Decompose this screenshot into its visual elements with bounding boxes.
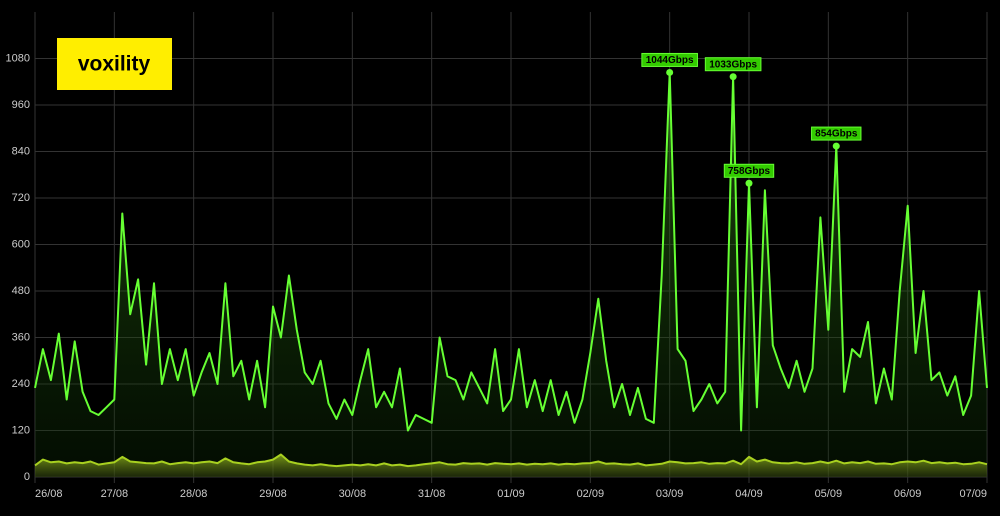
annotation: 1044Gbps xyxy=(646,55,694,66)
annotation: 758Gbps xyxy=(728,166,771,177)
annotation: 1033Gbps xyxy=(709,59,757,70)
x-tick-label: 07/09 xyxy=(959,488,987,500)
y-tick-label: 360 xyxy=(12,331,30,343)
peak-marker xyxy=(729,73,737,81)
plot: 0 120 240 360 480 600 720 840 960 1080 26/08 27/08 2… xyxy=(6,12,988,500)
logo: voxility xyxy=(78,53,151,76)
x-tick-label: 01/09 xyxy=(497,488,525,500)
y-tick-label: 120 xyxy=(12,424,30,436)
peak-marker xyxy=(832,142,840,150)
y-tick-label: 240 xyxy=(12,378,30,390)
line xyxy=(34,71,988,432)
x-tick-label: 27/08 xyxy=(101,488,129,500)
y-tick-label: 960 xyxy=(12,99,30,111)
x-tick-label: 26/08 xyxy=(35,488,63,500)
x-tick-label: 31/08 xyxy=(418,488,446,500)
y-tick-label: 720 xyxy=(12,192,30,204)
y-tick-label: 0 xyxy=(24,471,30,483)
x-tick-label: 04/09 xyxy=(735,488,763,500)
x-tick-label: 29/08 xyxy=(259,488,287,500)
area xyxy=(35,72,987,478)
y-tick-label: 480 xyxy=(12,285,30,297)
annotation: 854Gbps xyxy=(815,129,858,140)
x-tick-label: 03/09 xyxy=(656,488,684,500)
annotation-box xyxy=(811,126,862,141)
annotation-box xyxy=(704,57,762,72)
x-tick-label: 02/09 xyxy=(577,488,605,500)
x-tick-label: 06/09 xyxy=(894,488,922,500)
y-tick-label: 840 xyxy=(12,145,30,157)
x-tick-label: 30/08 xyxy=(339,488,367,500)
x-tick-label: 28/08 xyxy=(180,488,208,500)
y-tick-label: 1080 xyxy=(6,52,30,64)
peak-marker xyxy=(745,179,753,187)
peak-marker xyxy=(666,68,674,76)
x-tick-label: 05/09 xyxy=(815,488,843,500)
annotation-box xyxy=(723,163,775,178)
y-tick-label: 600 xyxy=(12,238,30,250)
line xyxy=(34,453,988,468)
logo-box xyxy=(57,38,172,90)
annotation-box xyxy=(641,52,698,67)
